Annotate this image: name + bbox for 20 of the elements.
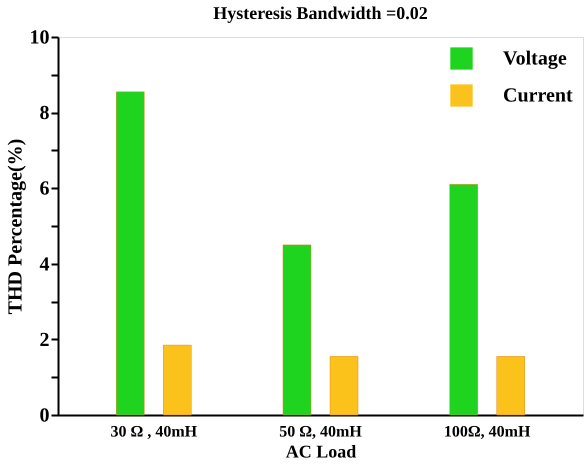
- x-axis-title: AC Load: [286, 442, 356, 462]
- legend-label: Voltage: [503, 48, 567, 70]
- y-tick-label: 2: [40, 328, 50, 351]
- x-tick-label: 50 Ω, 40mH: [279, 424, 362, 440]
- y-tick-label: 8: [40, 102, 50, 124]
- bar: [496, 356, 525, 416]
- x-tick-label: 100Ω, 40mH: [444, 424, 532, 440]
- bar: [449, 184, 478, 416]
- x-tick-label: 30 Ω , 40mH: [110, 424, 198, 440]
- bar: [163, 344, 192, 416]
- y-tick-label: 6: [40, 178, 50, 200]
- y-tick-label: 10: [30, 26, 50, 48]
- chart-title: Hysteresis Bandwidth =0.02: [213, 3, 428, 23]
- legend-label: Current: [503, 84, 573, 106]
- bar: [330, 356, 358, 416]
- y-tick-label: 4: [40, 253, 50, 276]
- bar: [116, 92, 145, 416]
- y-axis-title: THD Percentage(%): [4, 138, 26, 314]
- bar: [282, 244, 312, 416]
- y-tick-label: 0: [40, 404, 50, 426]
